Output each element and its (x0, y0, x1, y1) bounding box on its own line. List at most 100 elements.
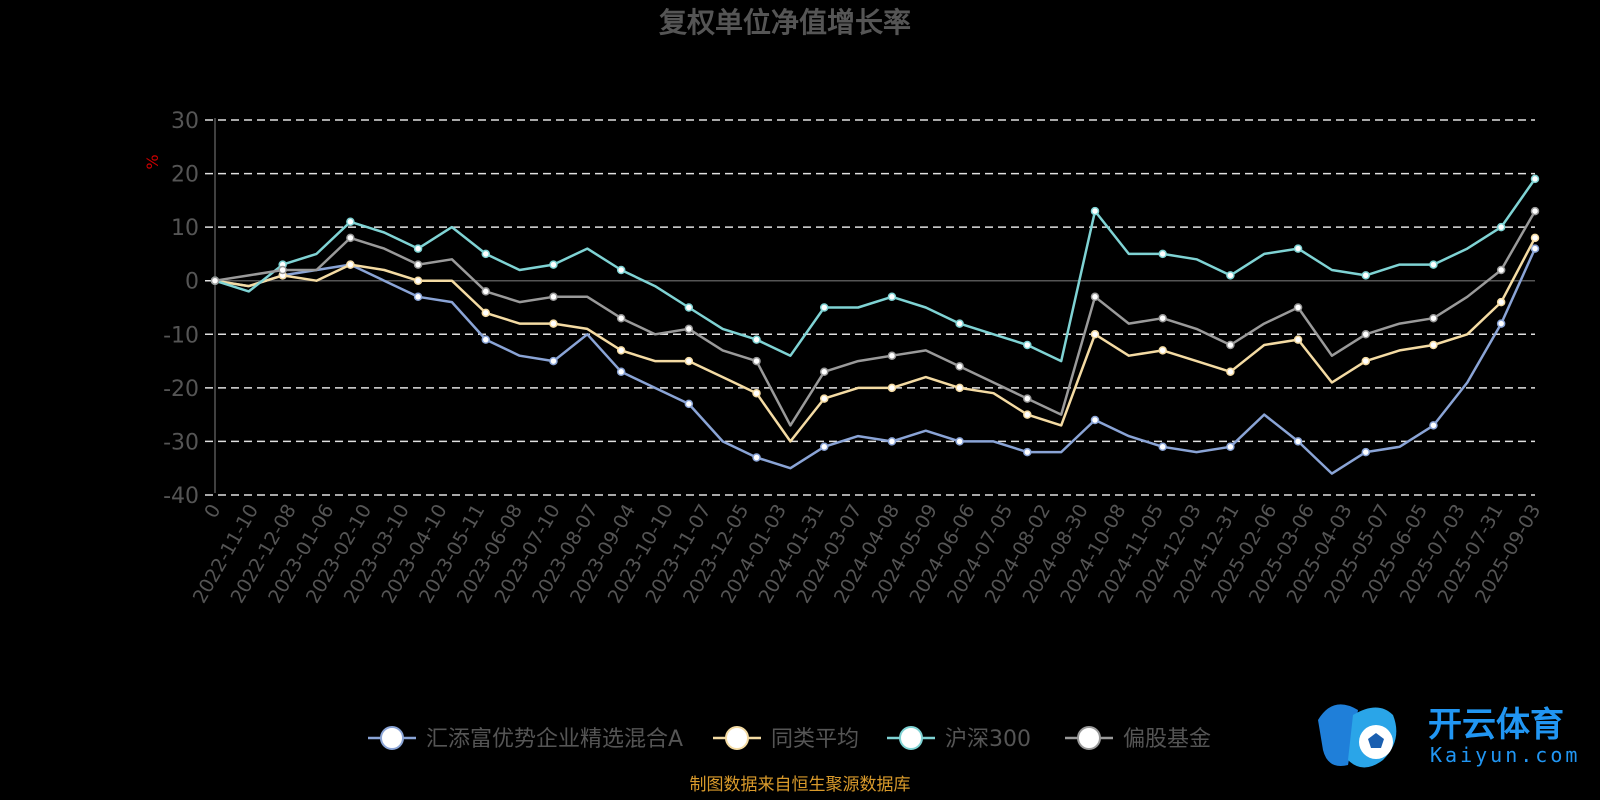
data-point (1429, 260, 1438, 269)
data-point (887, 292, 897, 302)
legend-marker (1077, 726, 1101, 750)
legend-marker (380, 726, 404, 750)
data-point (1361, 447, 1371, 457)
data-point (819, 442, 829, 452)
legend-item-2[interactable]: 沪深300 (887, 726, 1031, 752)
data-point (616, 313, 626, 323)
data-point (752, 356, 761, 366)
data-point (684, 324, 694, 334)
data-point (1023, 447, 1032, 457)
data-point (1361, 330, 1371, 339)
data-point (549, 319, 558, 328)
data-point (346, 233, 355, 243)
data-point (1293, 303, 1303, 312)
legend-item-3[interactable]: 偏股基金 (1065, 726, 1211, 752)
y-tick-label: -40 (163, 484, 199, 509)
legend-label: 偏股基金 (1123, 727, 1211, 752)
data-point (549, 260, 558, 269)
watermark-domain: Kaiyun.com (1430, 743, 1580, 767)
legend-item-1[interactable]: 同类平均 (713, 726, 859, 752)
data-point (1023, 410, 1032, 419)
legend-label: 同类平均 (771, 727, 859, 752)
data-point (1429, 340, 1438, 350)
data-point (616, 367, 626, 377)
legend-marker (725, 726, 749, 750)
data-point (346, 260, 355, 269)
data-point (887, 383, 897, 393)
data-point (955, 383, 964, 393)
data-point (1158, 249, 1167, 259)
data-point (684, 356, 694, 366)
data-point (1090, 415, 1100, 425)
data-point (616, 265, 626, 275)
data-point (1158, 442, 1167, 452)
data-point (1293, 335, 1303, 344)
kaiyun-logo: 开云体育 Kaiyun.com (1318, 704, 1580, 768)
data-point (413, 292, 423, 302)
y-axis-unit: % (143, 154, 162, 169)
x-axis-ticks: 02022-11-102022-12-082023-01-062023-02-1… (189, 501, 1546, 608)
y-tick-label: -30 (163, 430, 199, 455)
data-point (1429, 313, 1438, 323)
data-point (413, 276, 423, 285)
series-line-1 (214, 237, 1537, 443)
legend-item-0[interactable]: 汇添富优势企业精选混合A (368, 726, 683, 752)
data-point (1090, 292, 1100, 302)
data-point (210, 276, 220, 285)
legend-marker (899, 726, 923, 750)
data-point (1496, 222, 1506, 232)
data-point (752, 335, 761, 344)
data-point (1293, 437, 1303, 446)
data-point (616, 346, 626, 355)
watermark-brand: 开云体育 (1428, 705, 1564, 745)
data-point (481, 249, 491, 259)
y-tick-label: 20 (171, 163, 199, 188)
y-axis-ticks: 30 20 10 0 -10 -20 -30 -40 (163, 109, 199, 509)
data-point (819, 367, 829, 377)
series-line-2 (214, 178, 1537, 363)
data-point (752, 388, 761, 398)
data-point (1293, 244, 1303, 253)
data-point (1496, 319, 1506, 328)
data-point (1023, 340, 1032, 350)
data-point (413, 244, 423, 253)
series-line-0 (214, 248, 1537, 475)
data-point (1158, 313, 1167, 323)
data-point (1530, 174, 1540, 184)
data-point (481, 287, 491, 296)
legend[interactable]: 汇添富优势企业精选混合A 同类平均 沪深300 偏股基金 (368, 726, 1211, 752)
data-point (1530, 244, 1540, 253)
data-point (1496, 297, 1506, 307)
legend-label: 汇添富优势企业精选混合A (426, 727, 683, 752)
data-point (1226, 340, 1235, 350)
y-tick-label: 10 (171, 216, 199, 241)
series-lines (210, 174, 1540, 475)
data-point (481, 335, 491, 344)
data-point (549, 356, 558, 366)
y-tick-label: -20 (163, 377, 199, 402)
data-point (684, 303, 694, 312)
data-point (346, 217, 355, 227)
data-point (1090, 330, 1100, 339)
x-tick-label: 0 (200, 501, 225, 522)
data-point (413, 260, 423, 269)
data-point (1530, 233, 1540, 243)
data-point (887, 351, 897, 360)
data-point (1226, 271, 1235, 280)
data-point (1530, 206, 1540, 216)
data-point (278, 265, 287, 275)
source-note: 制图数据来自恒生聚源数据库 (690, 775, 911, 795)
data-point (819, 394, 829, 403)
data-point (481, 308, 491, 318)
data-point (684, 399, 694, 409)
data-point (1496, 265, 1506, 275)
data-point (1361, 356, 1371, 366)
data-point (1158, 346, 1167, 355)
data-point (1226, 367, 1235, 377)
data-point (1361, 271, 1371, 280)
data-point (955, 319, 964, 328)
data-point (955, 362, 964, 371)
data-point (549, 292, 558, 302)
legend-label: 沪深300 (945, 727, 1031, 752)
